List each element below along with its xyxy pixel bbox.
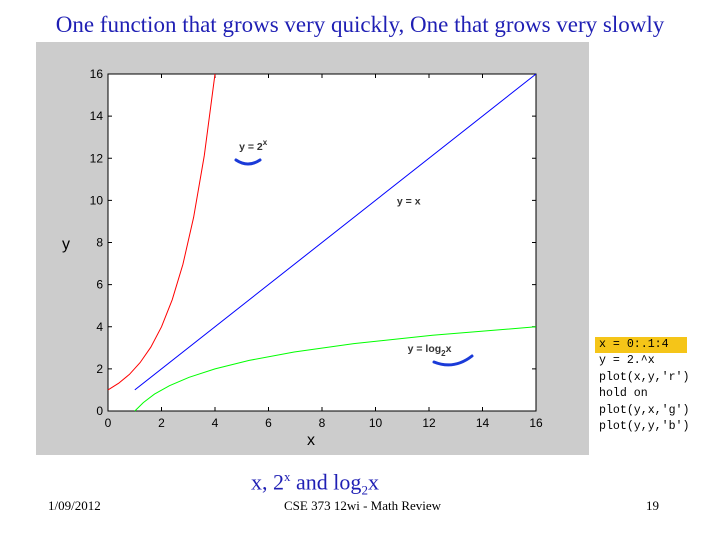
- y-tick-label: 6: [96, 278, 103, 292]
- annotation-text: y = 2: [239, 141, 263, 153]
- slide-title: One function that grows very quickly, On…: [55, 12, 665, 37]
- x-tick-label: 8: [319, 416, 326, 430]
- y-tick-label: 8: [96, 236, 103, 250]
- code-line: plot(y,y,'b'): [599, 420, 690, 434]
- y-tick-label: 0: [96, 404, 103, 418]
- series-line-0: [107, 73, 216, 391]
- code-line: y = 2.^x: [599, 354, 655, 368]
- y-tick-label: 10: [90, 193, 104, 207]
- x-tick-label: 6: [265, 416, 272, 430]
- code-line: x = 0:.1:4: [595, 337, 687, 354]
- annotation-text: y = log: [408, 343, 442, 355]
- handdrawn-underline-2x: [234, 158, 262, 166]
- curve-annotation: y = x: [397, 196, 421, 208]
- code-line: plot(x,y,'r'): [599, 370, 690, 384]
- handdrawn-underline-log2x: [432, 354, 474, 367]
- page-number: 19: [646, 498, 659, 513]
- y-tick-label: 16: [90, 67, 104, 81]
- y-tick-label: 14: [90, 109, 104, 123]
- figure-caption: x, 2x and log2x: [0, 469, 630, 499]
- caption-middle: and log: [290, 469, 362, 495]
- footer-course: CSE 373 12wi - Math Review: [284, 498, 442, 513]
- footer-date: 1/09/2012: [48, 498, 101, 513]
- y-axis-label: y: [62, 236, 70, 253]
- x-axis-label: x: [307, 432, 315, 449]
- x-tick-label: 12: [422, 416, 436, 430]
- x-tick-label: 16: [529, 416, 543, 430]
- series-line-1: [134, 326, 537, 412]
- y-tick-label: 2: [96, 362, 103, 376]
- caption-prefix: x, 2: [251, 469, 285, 495]
- caption-sup: x: [284, 469, 291, 484]
- caption-suffix: x: [367, 469, 379, 495]
- code-line: plot(y,x,'g'): [599, 403, 690, 417]
- series-line-2: [134, 73, 537, 391]
- x-tick-label: 14: [476, 416, 490, 430]
- x-tick-label: 0: [105, 416, 112, 430]
- x-tick-label: 2: [158, 416, 165, 430]
- y-tick-label: 12: [90, 151, 104, 165]
- curve-annotation: y = 2x: [239, 138, 268, 153]
- code-line: hold on: [599, 387, 648, 401]
- curve-annotation: y = log2x: [408, 343, 452, 358]
- annotation-tail: x: [446, 343, 452, 355]
- annotation-superscript: x: [263, 138, 268, 147]
- annotation-subscript: 2: [441, 349, 446, 358]
- matlab-code-block: x = 0:.1:4 y = 2.^x plot(x,y,'r') hold o…: [595, 337, 689, 435]
- x-tick-label: 10: [369, 416, 383, 430]
- x-tick-label: 4: [212, 416, 219, 430]
- y-tick-label: 4: [96, 320, 103, 334]
- annotation-text: y = x: [397, 196, 421, 208]
- caption-sub: 2: [361, 482, 368, 498]
